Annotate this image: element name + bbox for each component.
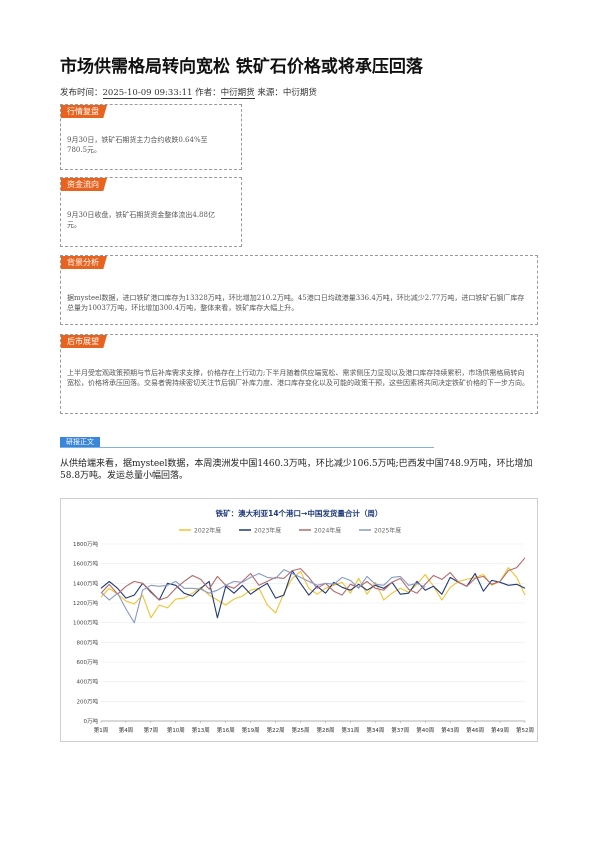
publish-time: 2025-10-09 09:33:11 <box>102 88 193 99</box>
capital-flow-box: 资金流向 9月30日收盘，铁矿石期货资金整体流出4.88亿元。 <box>60 177 242 247</box>
legend-label-3: 2025年度 <box>374 527 401 535</box>
x-tick-label: 第25周 <box>292 726 310 734</box>
x-tick-label: 第1周 <box>94 726 109 734</box>
capital-flow-tag: 资金流向 <box>61 178 107 191</box>
market-review-box: 行情复盘 9月30日，铁矿石期货主力合约收跌0.64%至780.5元。 <box>60 104 242 170</box>
background-text: 据mysteel数据，进口铁矿港口库存为13328万吨，环比增加210.2万吨。… <box>67 294 525 312</box>
author-label: 作者： <box>195 88 221 98</box>
x-tick-label: 第52周 <box>516 726 534 734</box>
y-tick-label: 600万吨 <box>77 658 99 666</box>
research-paragraph: 从供给端来看，据mysteel数据，本周澳洲发中国1460.3万吨，环比减少10… <box>60 459 533 481</box>
y-tick-label: 800万吨 <box>77 638 99 646</box>
x-tick-label: 第46周 <box>466 726 484 734</box>
chart-grid <box>101 543 525 722</box>
background-tag: 背景分析 <box>61 256 107 269</box>
x-tick-label: 第22周 <box>267 726 285 734</box>
outlook-box: 后市展望 上半月受宏观政策预期与节后补库需求支撑，价格存在上行动力;下半月随着供… <box>60 334 538 414</box>
source-label: 来源： <box>257 88 283 98</box>
article-meta: 发布时间：2025-10-09 09:33:11 作者：中衍期货 来源：中衍期货 <box>60 86 317 99</box>
series-line-0 <box>100 567 526 619</box>
x-tick-label: 第13周 <box>192 726 210 734</box>
outlook-tag: 后市展望 <box>61 335 107 348</box>
y-tick-label: 0万吨 <box>84 717 99 725</box>
x-tick-label: 第28周 <box>316 726 334 734</box>
research-section-bar: 研报正文 <box>60 437 434 448</box>
x-tick-label: 第10周 <box>167 726 185 734</box>
capital-flow-text: 9月30日收盘，铁矿石期货资金整体流出4.88亿元。 <box>67 211 215 229</box>
chart-y-axis: 0万吨 200万吨 400万吨 600万吨 800万吨 1000万吨 1200万吨 1400万… <box>73 540 98 725</box>
y-tick-label: 1400万吨 <box>73 579 98 587</box>
source: 中衍期货 <box>282 88 317 98</box>
legend-label-0: 2022年度 <box>194 527 221 535</box>
x-tick-label: 第34周 <box>366 726 384 734</box>
x-tick-label: 第43周 <box>441 726 459 734</box>
chart-legend: 2022年度 2023年度 2024年度 2025年度 <box>179 527 401 535</box>
y-tick-label: 400万吨 <box>77 678 99 686</box>
chart-x-axis: 第1周 第4周 第7周 第10周 第13周 第16周 第19周 第22周 第25周 第28周 第31… <box>94 721 534 734</box>
series-line-2 <box>100 557 526 601</box>
author-link[interactable]: 中衍期货 <box>220 88 255 99</box>
legend-label-1: 2023年度 <box>254 527 281 535</box>
series-line-3 <box>100 569 426 624</box>
research-label: 研报正文 <box>60 437 100 447</box>
y-tick-label: 1600万吨 <box>73 560 98 568</box>
legend-label-2: 2024年度 <box>314 527 341 535</box>
chart-container: 铁矿：澳大利亚14个港口→中国发货量合计（周） 2022年度 2023年度 2024… <box>60 498 538 742</box>
y-tick-label: 1000万吨 <box>73 619 98 627</box>
chart-title: 铁矿：澳大利亚14个港口→中国发货量合计（周） <box>216 508 383 518</box>
x-tick-label: 第16周 <box>217 726 235 734</box>
market-review-tag: 行情复盘 <box>61 105 107 118</box>
x-tick-label: 第49周 <box>491 726 509 734</box>
x-tick-label: 第37周 <box>391 726 409 734</box>
y-tick-label: 200万吨 <box>77 697 99 705</box>
outlook-text: 上半月受宏观政策预期与节后补库需求支撑，价格存在上行动力;下半月随着供应端宽松、… <box>67 369 529 387</box>
x-tick-label: 第4周 <box>119 726 134 734</box>
background-box: 背景分析 据mysteel数据，进口铁矿港口库存为13328万吨，环比增加210… <box>60 255 538 325</box>
x-tick-label: 第19周 <box>242 726 260 734</box>
market-review-text: 9月30日，铁矿石期货主力合约收跌0.64%至780.5元。 <box>67 136 208 154</box>
chart-svg: 铁矿：澳大利亚14个港口→中国发货量合计（周） 2022年度 2023年度 2024… <box>73 508 534 734</box>
chart-series <box>100 557 526 624</box>
series-line-1 <box>100 570 526 619</box>
y-tick-label: 1800万吨 <box>73 540 98 548</box>
article-title: 市场供需格局转向宽松 铁矿石价格或将承压回落 <box>60 57 423 77</box>
x-tick-label: 第31周 <box>341 726 359 734</box>
x-tick-label: 第7周 <box>144 726 159 734</box>
y-tick-label: 1200万吨 <box>73 599 98 607</box>
meta-prefix: 发布时间： <box>60 88 103 98</box>
x-tick-label: 第40周 <box>416 726 434 734</box>
